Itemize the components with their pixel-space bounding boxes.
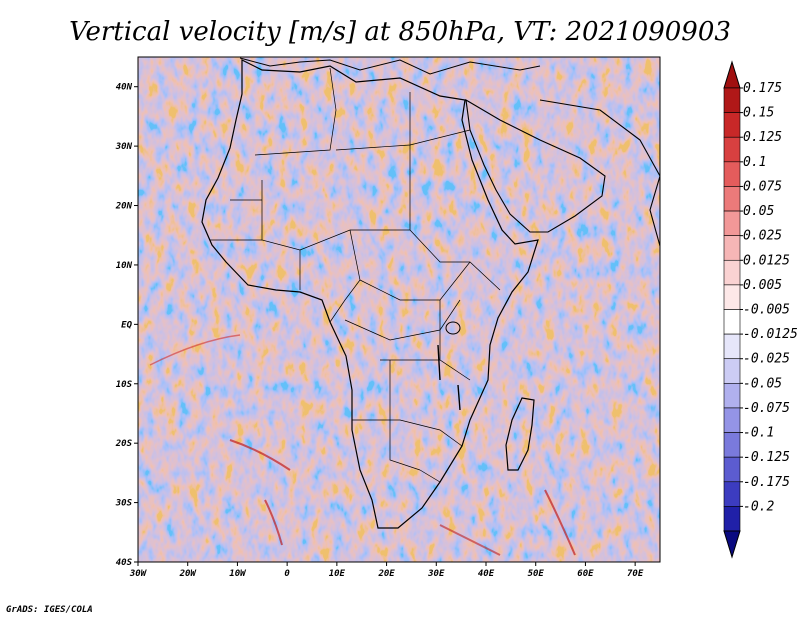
colorbar-label: -0.125 (743, 450, 790, 465)
y-axis: 40N 30N 20N 10N EQ 10S 20S 30S 40S (115, 83, 138, 568)
colorbar-label: 0.005 (743, 278, 782, 293)
map-frame (137, 56, 661, 563)
colorbar: 0.175 0.15 0.125 0.1 0.075 0.05 0.025 0.0125 0.0… (723, 60, 798, 559)
colorbar-label: 0.1 (743, 155, 766, 170)
x-tick-label: 10E (329, 569, 346, 579)
x-tick-label: 30E (427, 569, 445, 579)
lake-victoria (445, 321, 461, 335)
europe-coastline (239, 57, 541, 75)
updraft-streak (149, 334, 241, 366)
colorbar-bottom-arrow (723, 530, 741, 559)
colorbar-swatch (723, 259, 741, 286)
colorbar-swatch (723, 358, 741, 384)
colorbar-label: -0.1 (743, 426, 774, 441)
colorbar-swatch (723, 506, 741, 532)
x-tick-label: 70E (627, 569, 644, 579)
y-tick-label: 10N (116, 261, 133, 271)
y-tick-label: 30S (115, 499, 133, 509)
x-tick-label: 50E (528, 569, 545, 579)
colorbar-swatch (723, 432, 741, 458)
x-tick-label: 30W (129, 569, 148, 579)
x-tick-label: 20W (179, 569, 198, 579)
lake-tanganyika (437, 344, 441, 381)
madagascar-coastline (505, 397, 535, 471)
updraft-streak (544, 489, 576, 556)
colorbar-swatch (723, 87, 741, 113)
arabia-coastline (465, 98, 606, 233)
colorbar-label: -0.05 (743, 376, 782, 391)
colorbar-label: 0.05 (743, 204, 774, 219)
colorbar-label: -0.025 (743, 352, 790, 367)
colorbar-label: 0.15 (743, 106, 774, 121)
y-tick-label: EQ (121, 320, 132, 330)
colorbar-swatch (723, 383, 741, 409)
colorbar-swatch (723, 112, 741, 138)
y-tick-label: 10S (116, 380, 133, 390)
colorbar-swatch (723, 186, 741, 212)
colorbar-swatch (723, 333, 741, 360)
x-tick-label: 40E (478, 569, 495, 579)
y-tick-label: 40N (116, 83, 133, 93)
africa-coastline (201, 59, 539, 529)
x-tick-label: 60E (577, 569, 594, 579)
x-tick-label: 20E (377, 569, 395, 579)
y-tick-label: 20N (115, 202, 133, 212)
colorbar-label: -0.0125 (743, 327, 798, 342)
colorbar-swatch (723, 284, 741, 310)
colorbar-top-arrow (723, 60, 741, 89)
colorbar-label: -0.005 (743, 303, 790, 318)
updraft-streak (229, 439, 291, 471)
colorbar-swatch (723, 481, 741, 507)
y-tick-label: 30N (115, 142, 133, 152)
colorbar-swatch (723, 407, 741, 433)
colorbar-swatch (723, 161, 741, 187)
map-panel (138, 57, 660, 562)
colorbar-label: 0.175 (743, 81, 782, 96)
colorbar-label: 0.125 (743, 130, 782, 145)
y-tick-label: 40S (116, 558, 133, 568)
colorbar-label: -0.075 (743, 401, 790, 416)
colorbar-swatch (723, 309, 741, 335)
chart-title: Vertical velocity [m/s] at 850hPa, VT: 2… (69, 17, 731, 47)
velocity-field (138, 57, 660, 562)
country-borders (210, 67, 501, 483)
footer-credit: GrADS: IGES/COLA (6, 605, 93, 615)
lake-malawi (457, 384, 461, 411)
colorbar-label: -0.175 (743, 475, 790, 490)
x-tick-label: 0 (284, 569, 290, 579)
colorbar-swatch (723, 210, 741, 236)
colorbar-label: 0.025 (743, 229, 782, 244)
x-axis: 30W 20W 10W 0 10E 20E 30E 40E 50E 60E 70E (129, 562, 644, 579)
y-tick-label: 20S (115, 439, 133, 449)
colorbar-swatch (723, 235, 741, 261)
colorbar-swatch (723, 136, 741, 163)
colorbar-label: 0.075 (743, 179, 782, 194)
x-tick-label: 10W (229, 569, 247, 579)
colorbar-swatch (723, 456, 741, 483)
colorbar-label: 0.0125 (743, 253, 790, 268)
asia-coastline (539, 99, 660, 247)
colorbar-label: -0.2 (743, 499, 774, 514)
updraft-streak (439, 524, 501, 556)
updraft-streak (264, 499, 283, 546)
